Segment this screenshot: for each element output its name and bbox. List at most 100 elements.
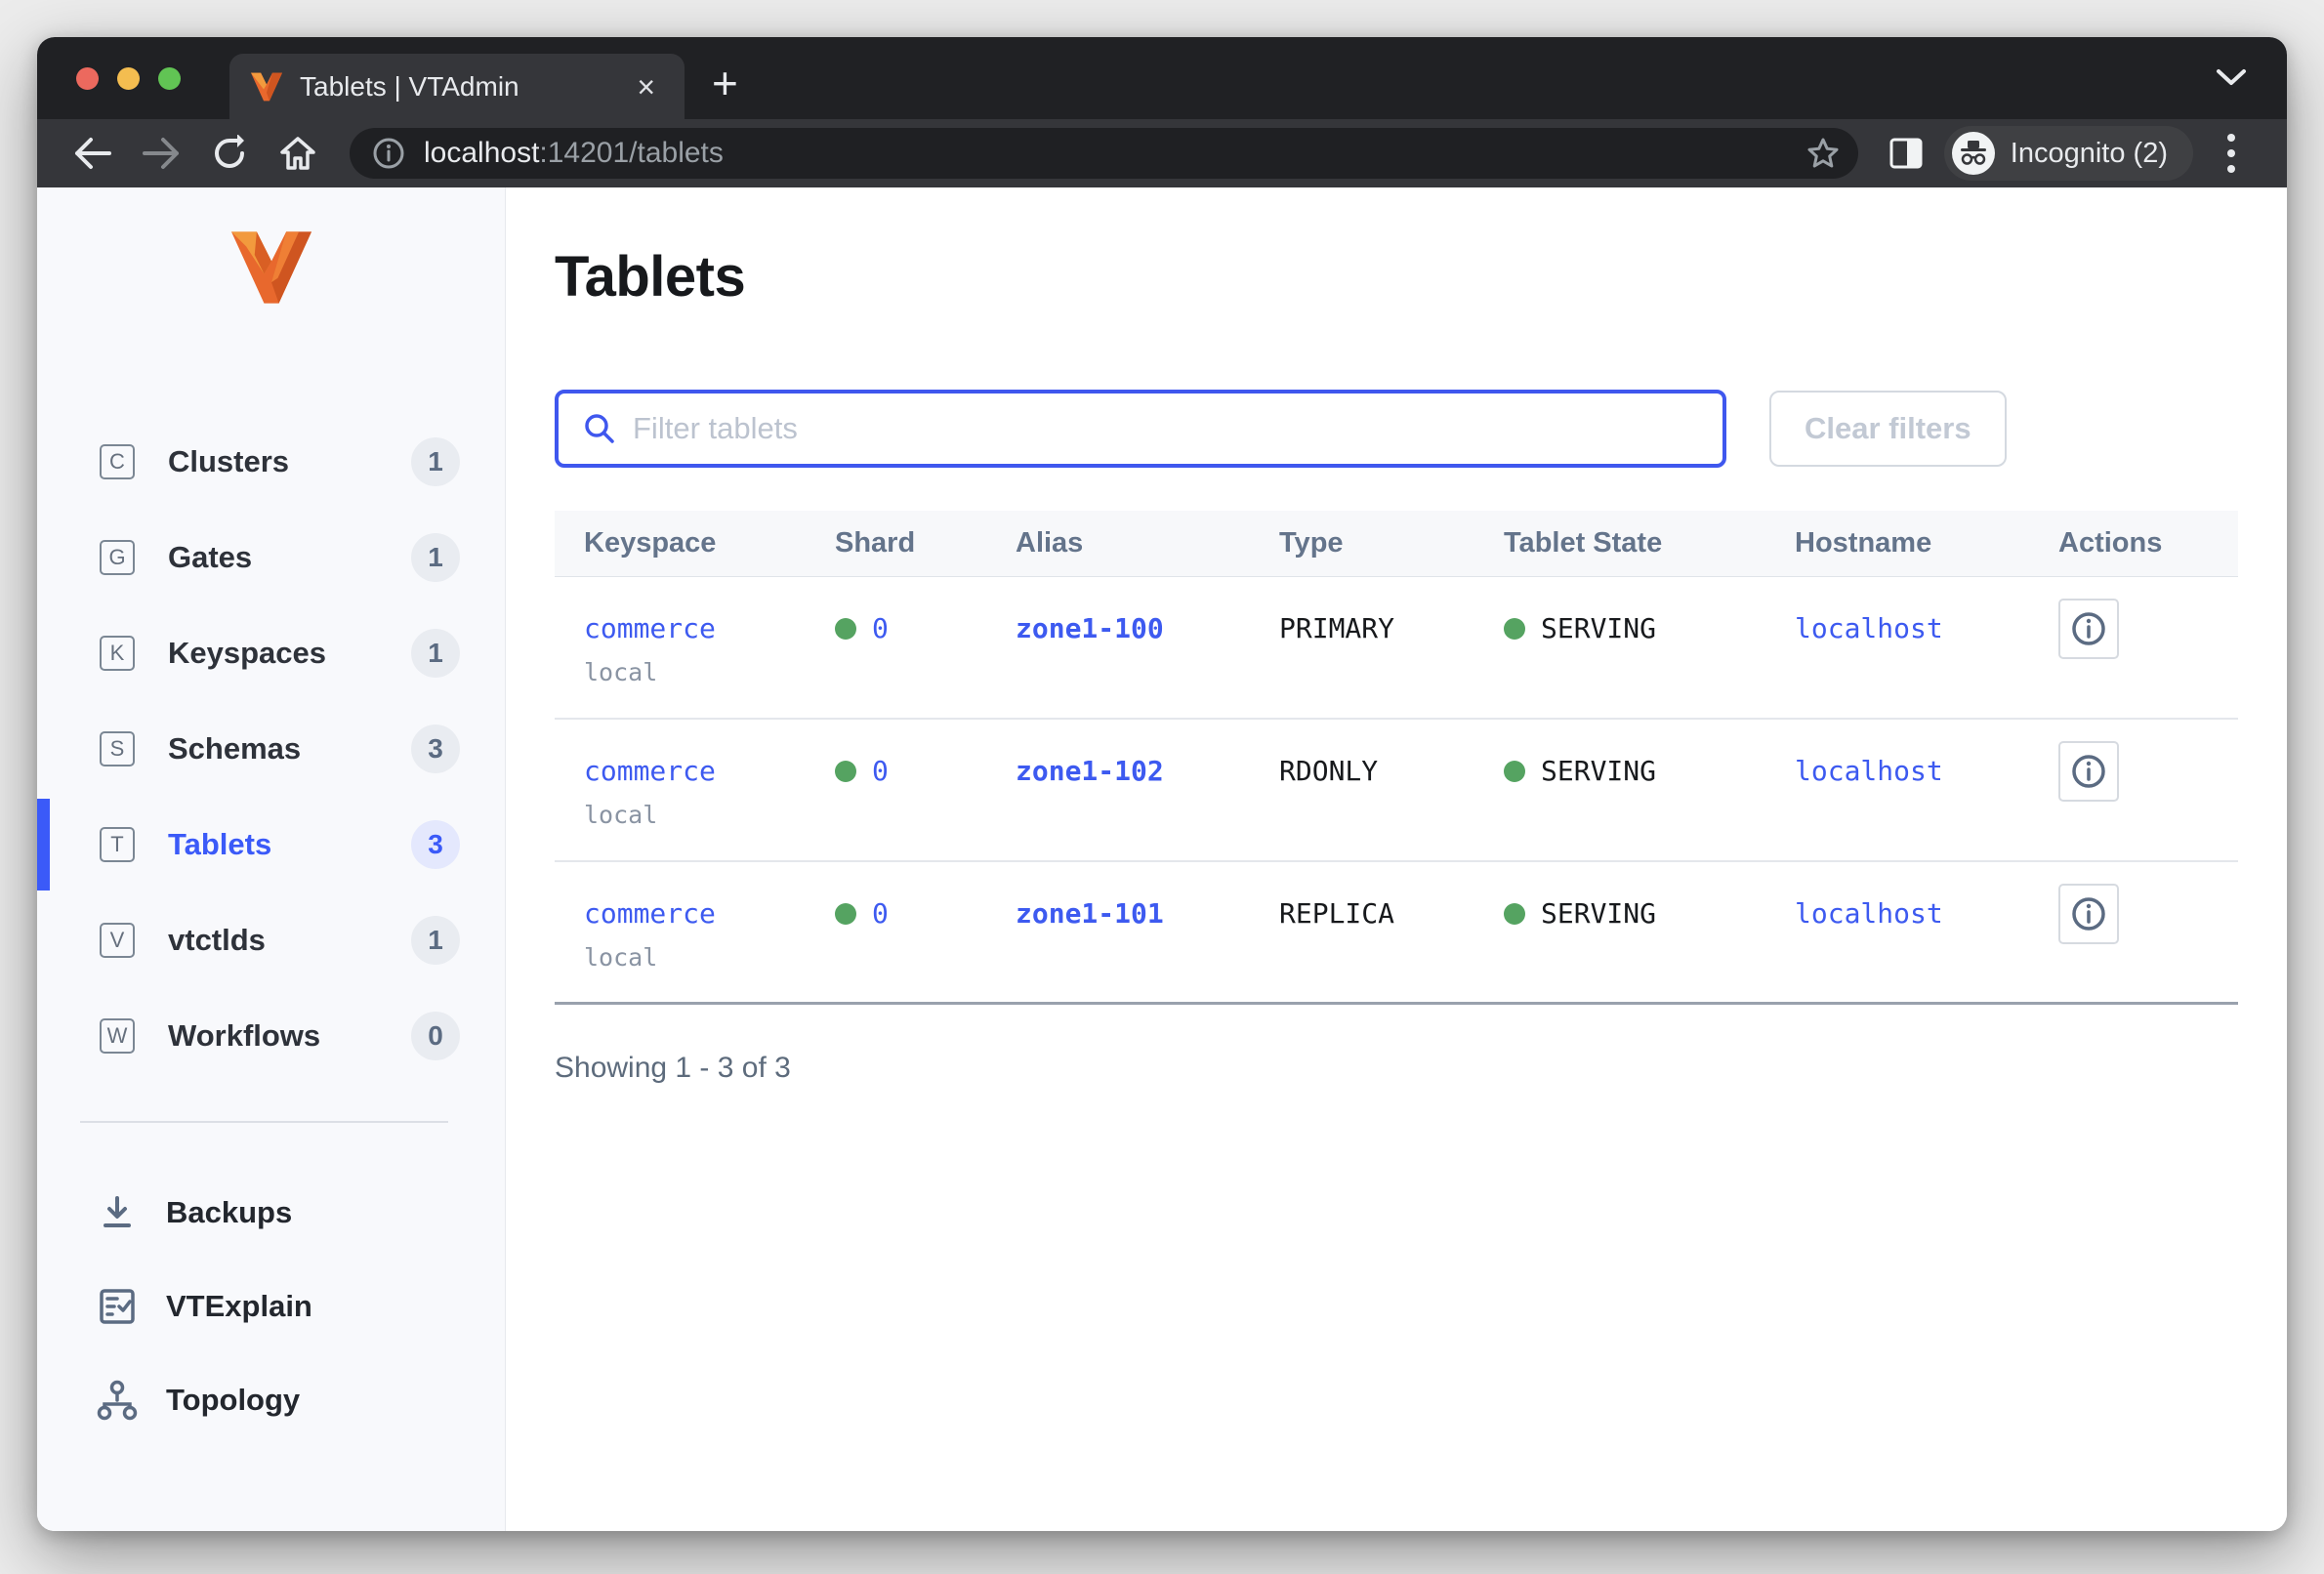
sidebar-item-vtctlds[interactable]: V vtctlds 1 xyxy=(37,892,505,988)
url-path: :14201/tablets xyxy=(539,137,724,169)
hostname-link[interactable]: localhost xyxy=(1795,612,1943,644)
menu-kebab-icon[interactable] xyxy=(2201,123,2262,184)
main-panel: Tablets Clear filters Keyspace Sh xyxy=(506,187,2287,1531)
shard-link[interactable]: 0 xyxy=(872,612,889,644)
minimize-window-button[interactable] xyxy=(117,66,140,90)
serving-status-dot-icon xyxy=(1504,760,1525,782)
filter-row: Clear filters xyxy=(555,390,2238,468)
tab-strip: Tablets | VTAdmin × + xyxy=(37,37,2287,119)
page-title: Tablets xyxy=(555,245,746,309)
tab-title: Tablets | VTAdmin xyxy=(300,70,519,102)
info-button[interactable] xyxy=(2058,884,2119,944)
keyspace-cell: commerce local xyxy=(584,755,835,860)
results-count: Showing 1 - 3 of 3 xyxy=(555,1052,791,1084)
bookmark-star-icon[interactable] xyxy=(1805,136,1841,171)
sidebar-item-clusters[interactable]: C Clusters 1 xyxy=(37,414,505,510)
side-panel-icon[interactable] xyxy=(1876,123,1936,184)
sidebar-item-label: Clusters xyxy=(168,444,290,478)
document-check-icon xyxy=(96,1288,139,1325)
count-badge: 1 xyxy=(411,533,460,582)
back-icon[interactable] xyxy=(62,123,123,184)
close-window-button[interactable] xyxy=(76,66,99,90)
sidebar-item-backups[interactable]: Backups xyxy=(37,1166,505,1260)
type-cell: PRIMARY xyxy=(1279,612,1395,644)
forward-icon[interactable] xyxy=(131,123,191,184)
tablets-table: Keyspace Shard Alias Type Tablet State H… xyxy=(555,511,2238,1005)
incognito-label: Incognito (2) xyxy=(2010,137,2168,169)
keyspace-link[interactable]: commerce xyxy=(584,755,716,787)
incognito-badge[interactable]: Incognito (2) xyxy=(1943,126,2193,181)
browser-window: Tablets | VTAdmin × + xyxy=(37,37,2287,1531)
serving-status-dot-icon xyxy=(1504,617,1525,640)
alias-link[interactable]: zone1-101 xyxy=(1016,897,1164,930)
column-header-alias: Alias xyxy=(1016,527,1084,559)
tab-search-chevron-icon[interactable] xyxy=(2215,66,2248,88)
schemas-letter-icon: S xyxy=(100,731,135,766)
clusters-letter-icon: C xyxy=(100,444,135,479)
hostname-link[interactable]: localhost xyxy=(1795,755,1943,787)
home-icon[interactable] xyxy=(268,123,328,184)
shard-link[interactable]: 0 xyxy=(872,897,889,930)
filter-tablets-input[interactable] xyxy=(633,411,1699,446)
sidebar-item-label: Keyspaces xyxy=(168,636,327,670)
sidebar-item-tablets[interactable]: T Tablets 3 xyxy=(37,797,505,892)
info-button[interactable] xyxy=(2058,599,2119,659)
column-header-shard: Shard xyxy=(835,527,916,559)
table-row: commerce local 0 zone1-101 REPLICA SERVI… xyxy=(555,862,2238,1005)
shard-status-dot-icon xyxy=(835,902,856,925)
tablet-state-cell: SERVING xyxy=(1504,612,1795,644)
alias-link[interactable]: zone1-100 xyxy=(1016,612,1164,644)
tablet-state-cell: SERVING xyxy=(1504,897,1795,930)
url-text[interactable]: localhost:14201/tablets xyxy=(424,137,1805,170)
url-bar[interactable]: localhost:14201/tablets xyxy=(350,128,1858,179)
count-badge: 1 xyxy=(411,629,460,678)
gates-letter-icon: G xyxy=(100,540,135,575)
browser-toolbar: localhost:14201/tablets Incognit xyxy=(37,119,2287,187)
count-badge: 3 xyxy=(411,820,460,869)
keyspace-cell: commerce local xyxy=(584,897,835,1002)
cluster-label: local xyxy=(584,658,658,686)
hostname-link[interactable]: localhost xyxy=(1795,897,1943,930)
sidebar-item-label: Gates xyxy=(168,540,253,574)
maximize-window-button[interactable] xyxy=(158,66,181,90)
info-button[interactable] xyxy=(2058,741,2119,802)
alias-link[interactable]: zone1-102 xyxy=(1016,755,1164,787)
sidebar-item-topology[interactable]: Topology xyxy=(37,1353,505,1447)
keyspace-link[interactable]: commerce xyxy=(584,897,716,930)
sidebar-tools: Backups VTExplain xyxy=(37,1166,505,1447)
reload-icon[interactable] xyxy=(199,123,260,184)
tablet-state-cell: SERVING xyxy=(1504,755,1795,787)
actions-cell xyxy=(2058,741,2238,860)
download-icon xyxy=(96,1195,139,1230)
count-badge: 3 xyxy=(411,725,460,773)
site-info-icon[interactable] xyxy=(371,136,406,171)
tab-close-icon[interactable]: × xyxy=(637,68,655,104)
workflows-letter-icon: W xyxy=(100,1018,135,1054)
cluster-label: local xyxy=(584,801,658,829)
count-badge: 0 xyxy=(411,1012,460,1060)
clear-filters-button[interactable]: Clear filters xyxy=(1769,391,2007,467)
table-header-row: Keyspace Shard Alias Type Tablet State H… xyxy=(555,511,2238,577)
sidebar-item-label: Tablets xyxy=(168,827,272,861)
shard-cell: 0 xyxy=(835,612,1016,644)
count-badge: 1 xyxy=(411,916,460,965)
sidebar-item-vtexplain[interactable]: VTExplain xyxy=(37,1260,505,1353)
actions-cell xyxy=(2058,599,2238,718)
cluster-label: local xyxy=(584,943,658,972)
shard-cell: 0 xyxy=(835,755,1016,787)
sidebar-item-keyspaces[interactable]: K Keyspaces 1 xyxy=(37,605,505,701)
favicon-vitess-icon xyxy=(251,72,282,102)
sidebar-item-label: vtctlds xyxy=(168,923,266,957)
vitess-logo-icon[interactable] xyxy=(37,230,505,320)
sidebar-item-schemas[interactable]: S Schemas 3 xyxy=(37,701,505,797)
sidebar-item-label: Backups xyxy=(166,1195,293,1229)
column-header-type: Type xyxy=(1279,527,1344,559)
browser-tab[interactable]: Tablets | VTAdmin × xyxy=(229,54,685,119)
search-icon xyxy=(582,411,617,446)
new-tab-button[interactable]: + xyxy=(712,58,738,108)
keyspace-link[interactable]: commerce xyxy=(584,612,716,644)
shard-cell: 0 xyxy=(835,897,1016,930)
sidebar-item-workflows[interactable]: W Workflows 0 xyxy=(37,988,505,1084)
sidebar-item-gates[interactable]: G Gates 1 xyxy=(37,510,505,605)
shard-link[interactable]: 0 xyxy=(872,755,889,787)
